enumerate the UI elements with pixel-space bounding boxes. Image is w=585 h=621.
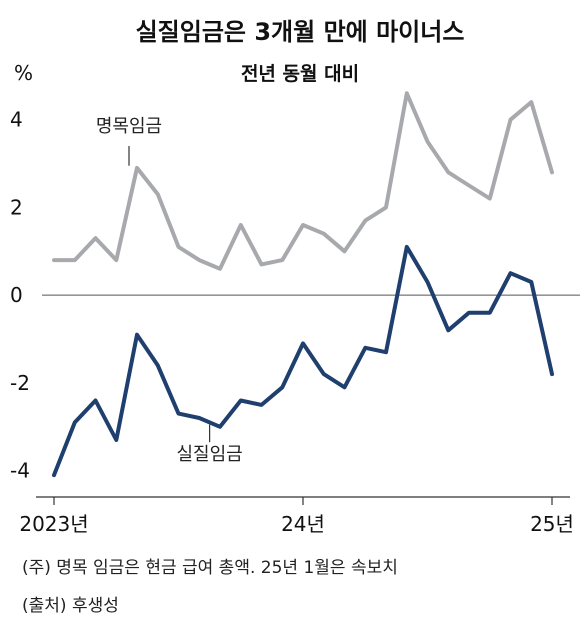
x-axis-ticks: 2023년 24년 25년 bbox=[19, 497, 574, 536]
nominal-wage-label: 명목임금 bbox=[96, 116, 162, 137]
y-tick-label: -4 bbox=[10, 459, 30, 483]
source-note: (출처) 후생성 bbox=[22, 596, 119, 616]
y-tick-label: 2 bbox=[10, 195, 23, 219]
y-axis-ticks: 4 2 0 -2 -4 bbox=[10, 108, 30, 483]
footnote: (주) 명목 임금은 현금 급여 총액. 25년 1월은 속보치 bbox=[22, 558, 398, 578]
x-tick-label: 2023년 bbox=[19, 512, 88, 536]
y-tick-label: 0 bbox=[10, 283, 23, 307]
chart-subtitle: 전년 동월 대비 bbox=[241, 63, 359, 85]
real-wage-line bbox=[52, 244, 554, 478]
y-tick-label: 4 bbox=[10, 108, 23, 132]
y-axis-unit: % bbox=[14, 61, 33, 85]
x-tick-label: 25년 bbox=[530, 512, 574, 536]
chart-title: 실질임금은 3개월 만에 마이너스 bbox=[136, 18, 465, 46]
series-lines bbox=[52, 91, 554, 478]
series-labels: 명목임금 실질임금 bbox=[96, 116, 243, 465]
y-tick-label: -2 bbox=[10, 371, 30, 395]
real-wage-label: 실질임금 bbox=[177, 444, 243, 465]
nominal-wage-line bbox=[52, 91, 554, 271]
wage-chart: 실질임금은 3개월 만에 마이너스 전년 동월 대비 % 4 2 0 -2 -4 202… bbox=[10, 18, 580, 536]
x-tick-label: 24년 bbox=[281, 512, 325, 536]
